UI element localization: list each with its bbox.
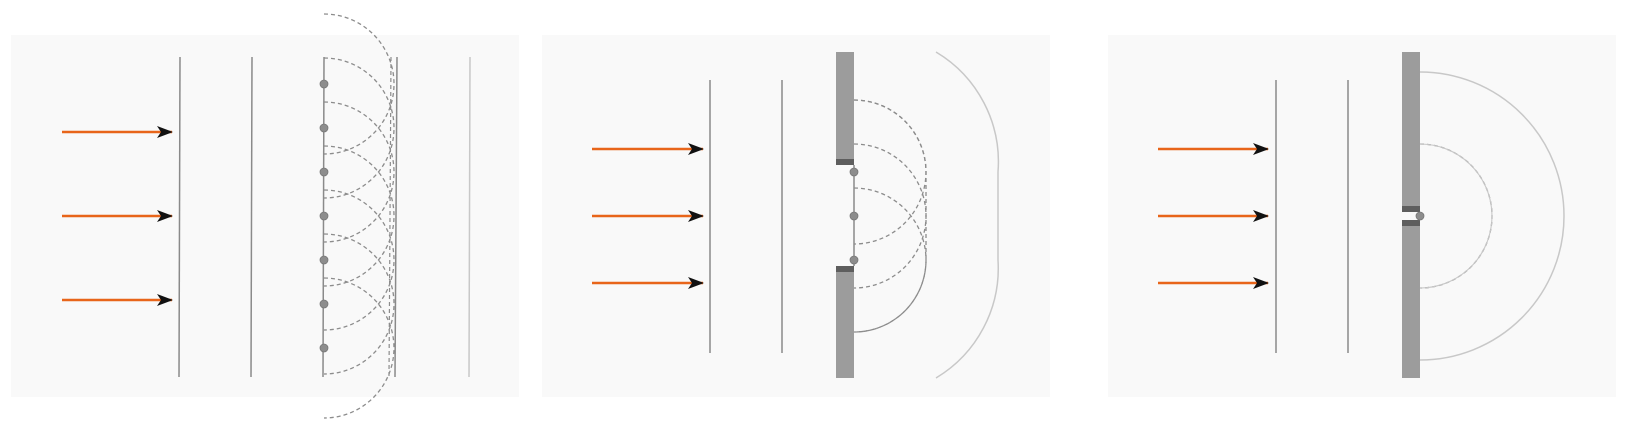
panel-narrow-slit — [1108, 35, 1616, 397]
wavelet-1-solid — [1419, 143, 1493, 289]
diffracted-wavefront-outer — [935, 51, 1000, 379]
barrier-bottom-edge — [836, 266, 854, 272]
panel-open-wavefront — [11, 13, 519, 419]
huygens-wavelets — [853, 99, 927, 333]
wavelet-envelope — [853, 99, 927, 333]
huygens-wavelets — [1419, 143, 1493, 289]
point-source-3 — [849, 255, 859, 265]
barrier-top-edge — [1402, 206, 1420, 212]
diffracted-wavefront — [935, 51, 1000, 379]
point-source-2 — [849, 211, 859, 221]
barrier-top — [836, 52, 854, 164]
diffracted-wavefront-outer — [1419, 71, 1565, 361]
point-source-3 — [319, 167, 329, 177]
diffracted-wavefront — [1419, 71, 1565, 361]
panel-wide-slit — [542, 35, 1050, 397]
barrier-bottom-edge — [1402, 220, 1420, 226]
point-source-7 — [319, 343, 329, 353]
incoming-arrows — [592, 143, 704, 289]
point-source-6 — [319, 299, 329, 309]
point-source-5 — [319, 255, 329, 265]
point-source-2 — [319, 123, 329, 133]
wavefront-4 — [468, 56, 471, 378]
point-source-1 — [849, 167, 859, 177]
barrier-bottom — [836, 266, 854, 378]
point-sources — [319, 79, 329, 353]
barrier-bottom — [1402, 220, 1420, 378]
wavefront-2 — [250, 56, 253, 378]
barrier-top — [1402, 52, 1420, 212]
point-sources — [849, 167, 859, 265]
incoming-arrows — [1158, 143, 1269, 289]
point-sources — [1415, 211, 1425, 221]
barrier — [1402, 52, 1420, 378]
point-source-1 — [319, 79, 329, 89]
point-source-4 — [319, 211, 329, 221]
plane-wavefronts — [709, 80, 783, 353]
wavefront-1 — [178, 56, 181, 378]
point-source-1 — [1415, 211, 1425, 221]
huygens-wavelets — [323, 13, 395, 419]
wavefront-envelope — [394, 56, 398, 378]
barrier-top-edge — [836, 159, 854, 165]
incoming-arrows — [62, 126, 173, 306]
plane-wavefronts — [1275, 80, 1349, 353]
wavelet-envelope — [388, 56, 392, 378]
